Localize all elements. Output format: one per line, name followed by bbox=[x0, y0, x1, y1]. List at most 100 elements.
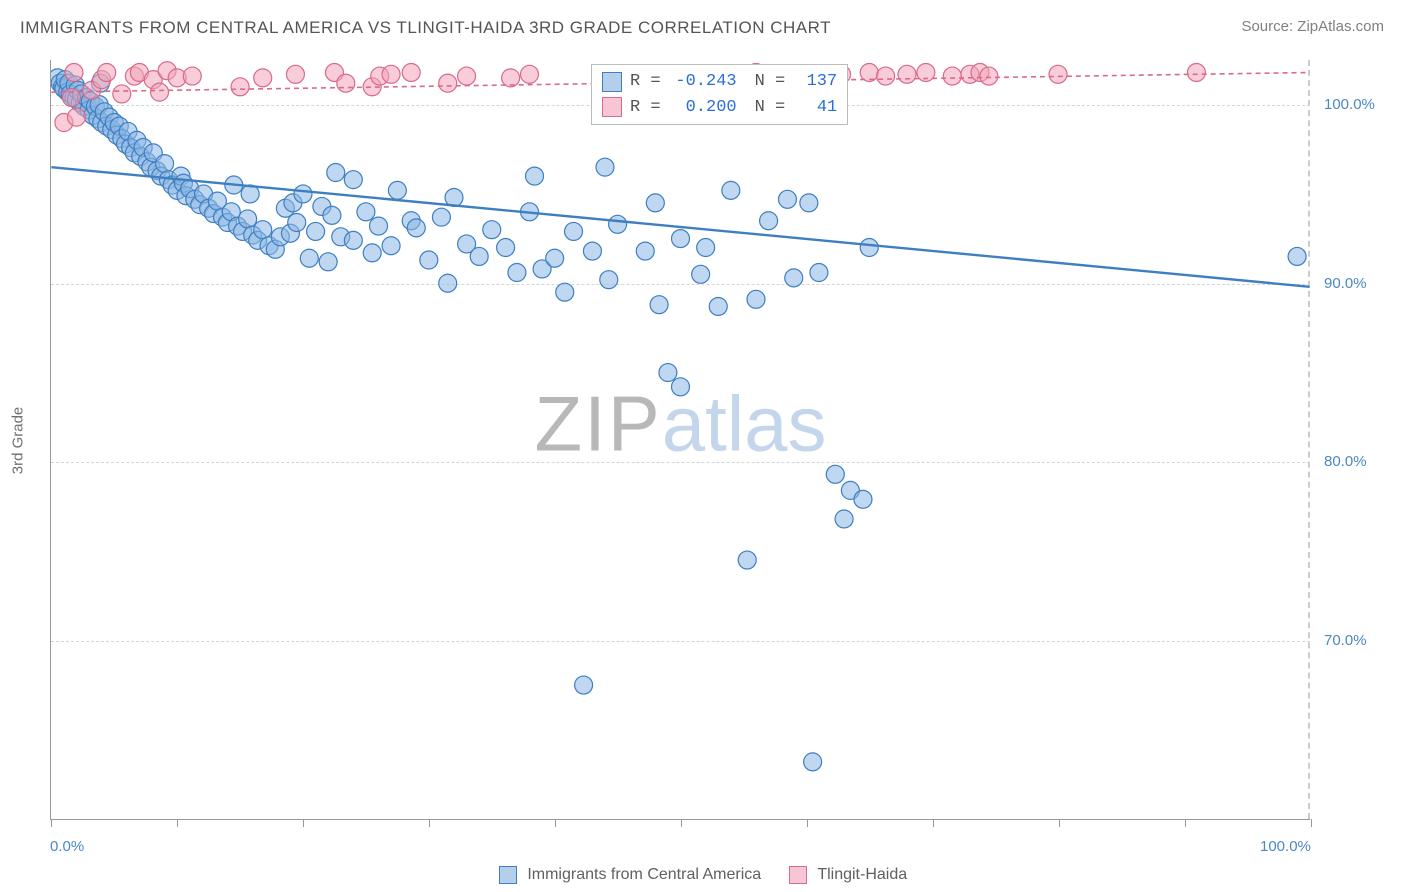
scatter-point-immigrants bbox=[327, 164, 345, 182]
scatter-point-immigrants bbox=[300, 249, 318, 267]
chart-title: IMMIGRANTS FROM CENTRAL AMERICA VS TLING… bbox=[20, 18, 831, 38]
scatter-point-tlingit bbox=[183, 67, 201, 85]
scatter-point-immigrants bbox=[239, 210, 257, 228]
scatter-point-immigrants bbox=[860, 239, 878, 257]
scatter-point-immigrants bbox=[323, 206, 341, 224]
x-tick bbox=[51, 819, 52, 827]
scatter-point-immigrants bbox=[738, 551, 756, 569]
scatter-point-immigrants bbox=[357, 203, 375, 221]
scatter-point-immigrants bbox=[575, 676, 593, 694]
scatter-point-immigrants bbox=[778, 190, 796, 208]
x-tick bbox=[303, 819, 304, 827]
scatter-point-tlingit bbox=[1049, 65, 1067, 83]
scatter-point-immigrants bbox=[636, 242, 654, 260]
scatter-point-immigrants bbox=[785, 269, 803, 287]
legend-label-tlingit: Tlingit-Haida bbox=[817, 866, 907, 883]
scatter-point-tlingit bbox=[286, 65, 304, 83]
y-tick-label: 100.0% bbox=[1324, 96, 1375, 113]
scatter-point-tlingit bbox=[458, 67, 476, 85]
scatter-point-immigrants bbox=[804, 753, 822, 771]
stats-row-tlingit: R =0.200N =41 bbox=[602, 95, 837, 121]
scatter-point-immigrants bbox=[800, 194, 818, 212]
scatter-point-immigrants bbox=[319, 253, 337, 271]
scatter-point-immigrants bbox=[835, 510, 853, 528]
scatter-point-immigrants bbox=[344, 171, 362, 189]
y-tick-label: 90.0% bbox=[1324, 275, 1367, 292]
y-tick-label: 80.0% bbox=[1324, 453, 1367, 470]
scatter-point-immigrants bbox=[646, 194, 664, 212]
stats-r-value-immigrants: -0.243 bbox=[669, 69, 737, 95]
legend-swatch-tlingit bbox=[789, 866, 807, 884]
x-tick bbox=[1185, 819, 1186, 827]
scatter-point-immigrants bbox=[556, 283, 574, 301]
stats-row-immigrants: R = -0.243 N = 137 bbox=[602, 69, 837, 95]
legend-label-immigrants: Immigrants from Central America bbox=[527, 866, 761, 883]
scatter-point-tlingit bbox=[502, 69, 520, 87]
scatter-point-tlingit bbox=[943, 67, 961, 85]
scatter-point-immigrants bbox=[483, 221, 501, 239]
x-tick bbox=[555, 819, 556, 827]
scatter-point-immigrants bbox=[692, 265, 710, 283]
source-attribution: Source: ZipAtlas.com bbox=[1241, 18, 1384, 35]
x-tick bbox=[177, 819, 178, 827]
y-tick-label: 70.0% bbox=[1324, 632, 1367, 649]
scatter-point-tlingit bbox=[980, 67, 998, 85]
scatter-point-immigrants bbox=[659, 364, 677, 382]
scatter-point-immigrants bbox=[508, 264, 526, 282]
x-tick bbox=[807, 819, 808, 827]
scatter-point-tlingit bbox=[231, 78, 249, 96]
scatter-point-tlingit bbox=[521, 65, 539, 83]
scatter-point-immigrants bbox=[439, 274, 457, 292]
scatter-point-immigrants bbox=[565, 222, 583, 240]
scatter-point-tlingit bbox=[877, 67, 895, 85]
scatter-point-immigrants bbox=[609, 215, 627, 233]
scatter-point-immigrants bbox=[526, 167, 544, 185]
scatter-point-immigrants bbox=[672, 230, 690, 248]
scatter-point-immigrants bbox=[344, 231, 362, 249]
scatter-point-immigrants bbox=[697, 239, 715, 257]
y-axis-label-container: 3rd Grade bbox=[8, 60, 28, 820]
x-tick-label: 100.0% bbox=[1260, 838, 1311, 855]
scatter-point-immigrants bbox=[370, 217, 388, 235]
stats-n-label: N = bbox=[755, 95, 786, 121]
scatter-point-immigrants bbox=[722, 181, 740, 199]
scatter-point-tlingit bbox=[402, 64, 420, 82]
bottom-legend: Immigrants from Central America Tlingit-… bbox=[0, 866, 1406, 884]
scatter-point-immigrants bbox=[382, 237, 400, 255]
scatter-point-tlingit bbox=[439, 74, 457, 92]
scatter-point-immigrants bbox=[388, 181, 406, 199]
plot-area: ZIPatlas R =-0.243N =137R =0.200N =41 bbox=[50, 60, 1310, 820]
stats-swatch-immigrants bbox=[602, 72, 622, 92]
scatter-point-immigrants bbox=[156, 155, 174, 173]
x-tick bbox=[1311, 819, 1312, 827]
stats-swatch-tlingit bbox=[602, 97, 622, 117]
correlation-stats-box: R =-0.243N =137R =0.200N =41 bbox=[591, 64, 848, 125]
stats-r-label: R = bbox=[630, 69, 661, 95]
scatter-point-immigrants bbox=[294, 185, 312, 203]
x-tick bbox=[429, 819, 430, 827]
scatter-point-immigrants bbox=[546, 249, 564, 267]
scatter-point-tlingit bbox=[1187, 64, 1205, 82]
scatter-point-immigrants bbox=[709, 297, 727, 315]
scatter-point-immigrants bbox=[363, 244, 381, 262]
y-axis-label: 3rd Grade bbox=[10, 406, 27, 474]
scatter-point-tlingit bbox=[113, 85, 131, 103]
scatter-point-tlingit bbox=[151, 83, 169, 101]
legend-item-immigrants: Immigrants from Central America bbox=[499, 866, 761, 884]
x-tick bbox=[1059, 819, 1060, 827]
scatter-point-tlingit bbox=[382, 65, 400, 83]
scatter-point-immigrants bbox=[747, 290, 765, 308]
stats-r-label: R = bbox=[630, 95, 661, 121]
x-tick-label: 0.0% bbox=[50, 838, 84, 855]
scatter-point-tlingit bbox=[68, 108, 86, 126]
scatter-point-immigrants bbox=[420, 251, 438, 269]
scatter-point-immigrants bbox=[760, 212, 778, 230]
stats-r-value-tlingit: 0.200 bbox=[669, 95, 737, 121]
stats-n-value-immigrants: 137 bbox=[793, 69, 837, 95]
scatter-point-immigrants bbox=[826, 465, 844, 483]
scatter-point-immigrants bbox=[1288, 247, 1306, 265]
scatter-point-tlingit bbox=[337, 74, 355, 92]
legend-swatch-immigrants bbox=[499, 866, 517, 884]
chart-svg bbox=[51, 60, 1310, 819]
stats-n-label: N = bbox=[755, 69, 786, 95]
